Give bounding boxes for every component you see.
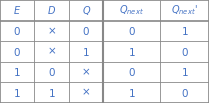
Text: $\mathit{Q}_{next}$': $\mathit{Q}_{next}$': [171, 3, 198, 17]
Text: $\mathit{0}$: $\mathit{0}$: [128, 66, 136, 78]
Text: $\mathit{0}$: $\mathit{0}$: [48, 66, 56, 78]
Text: $\mathit{0}$: $\mathit{0}$: [82, 25, 90, 37]
Text: $\mathit{0}$: $\mathit{0}$: [13, 46, 21, 57]
Text: $\mathit{E}$: $\mathit{E}$: [13, 4, 21, 16]
Text: $\mathit{1}$: $\mathit{1}$: [82, 46, 90, 57]
Text: $\mathit{0}$: $\mathit{0}$: [181, 46, 188, 57]
Text: $\mathit{0}$: $\mathit{0}$: [181, 87, 188, 99]
Text: $\mathit{1}$: $\mathit{1}$: [128, 87, 135, 99]
Text: ×: ×: [47, 46, 56, 57]
Text: ×: ×: [82, 67, 90, 77]
Text: $\mathit{1}$: $\mathit{1}$: [48, 87, 56, 99]
Text: $\mathit{1}$: $\mathit{1}$: [181, 66, 188, 78]
Text: $\mathit{1}$: $\mathit{1}$: [13, 66, 21, 78]
Text: $\mathit{D}$: $\mathit{D}$: [47, 4, 56, 16]
Text: $\mathit{0}$: $\mathit{0}$: [128, 25, 136, 37]
Text: ×: ×: [82, 88, 90, 98]
Text: ×: ×: [47, 26, 56, 36]
Text: $\mathit{1}$: $\mathit{1}$: [128, 46, 135, 57]
Text: $\mathit{Q}$: $\mathit{Q}$: [82, 4, 91, 17]
Text: $\mathit{1}$: $\mathit{1}$: [13, 87, 21, 99]
Text: $\mathit{Q}_{next}$: $\mathit{Q}_{next}$: [119, 3, 144, 17]
Text: $\mathit{0}$: $\mathit{0}$: [13, 25, 21, 37]
Text: $\mathit{1}$: $\mathit{1}$: [181, 25, 188, 37]
